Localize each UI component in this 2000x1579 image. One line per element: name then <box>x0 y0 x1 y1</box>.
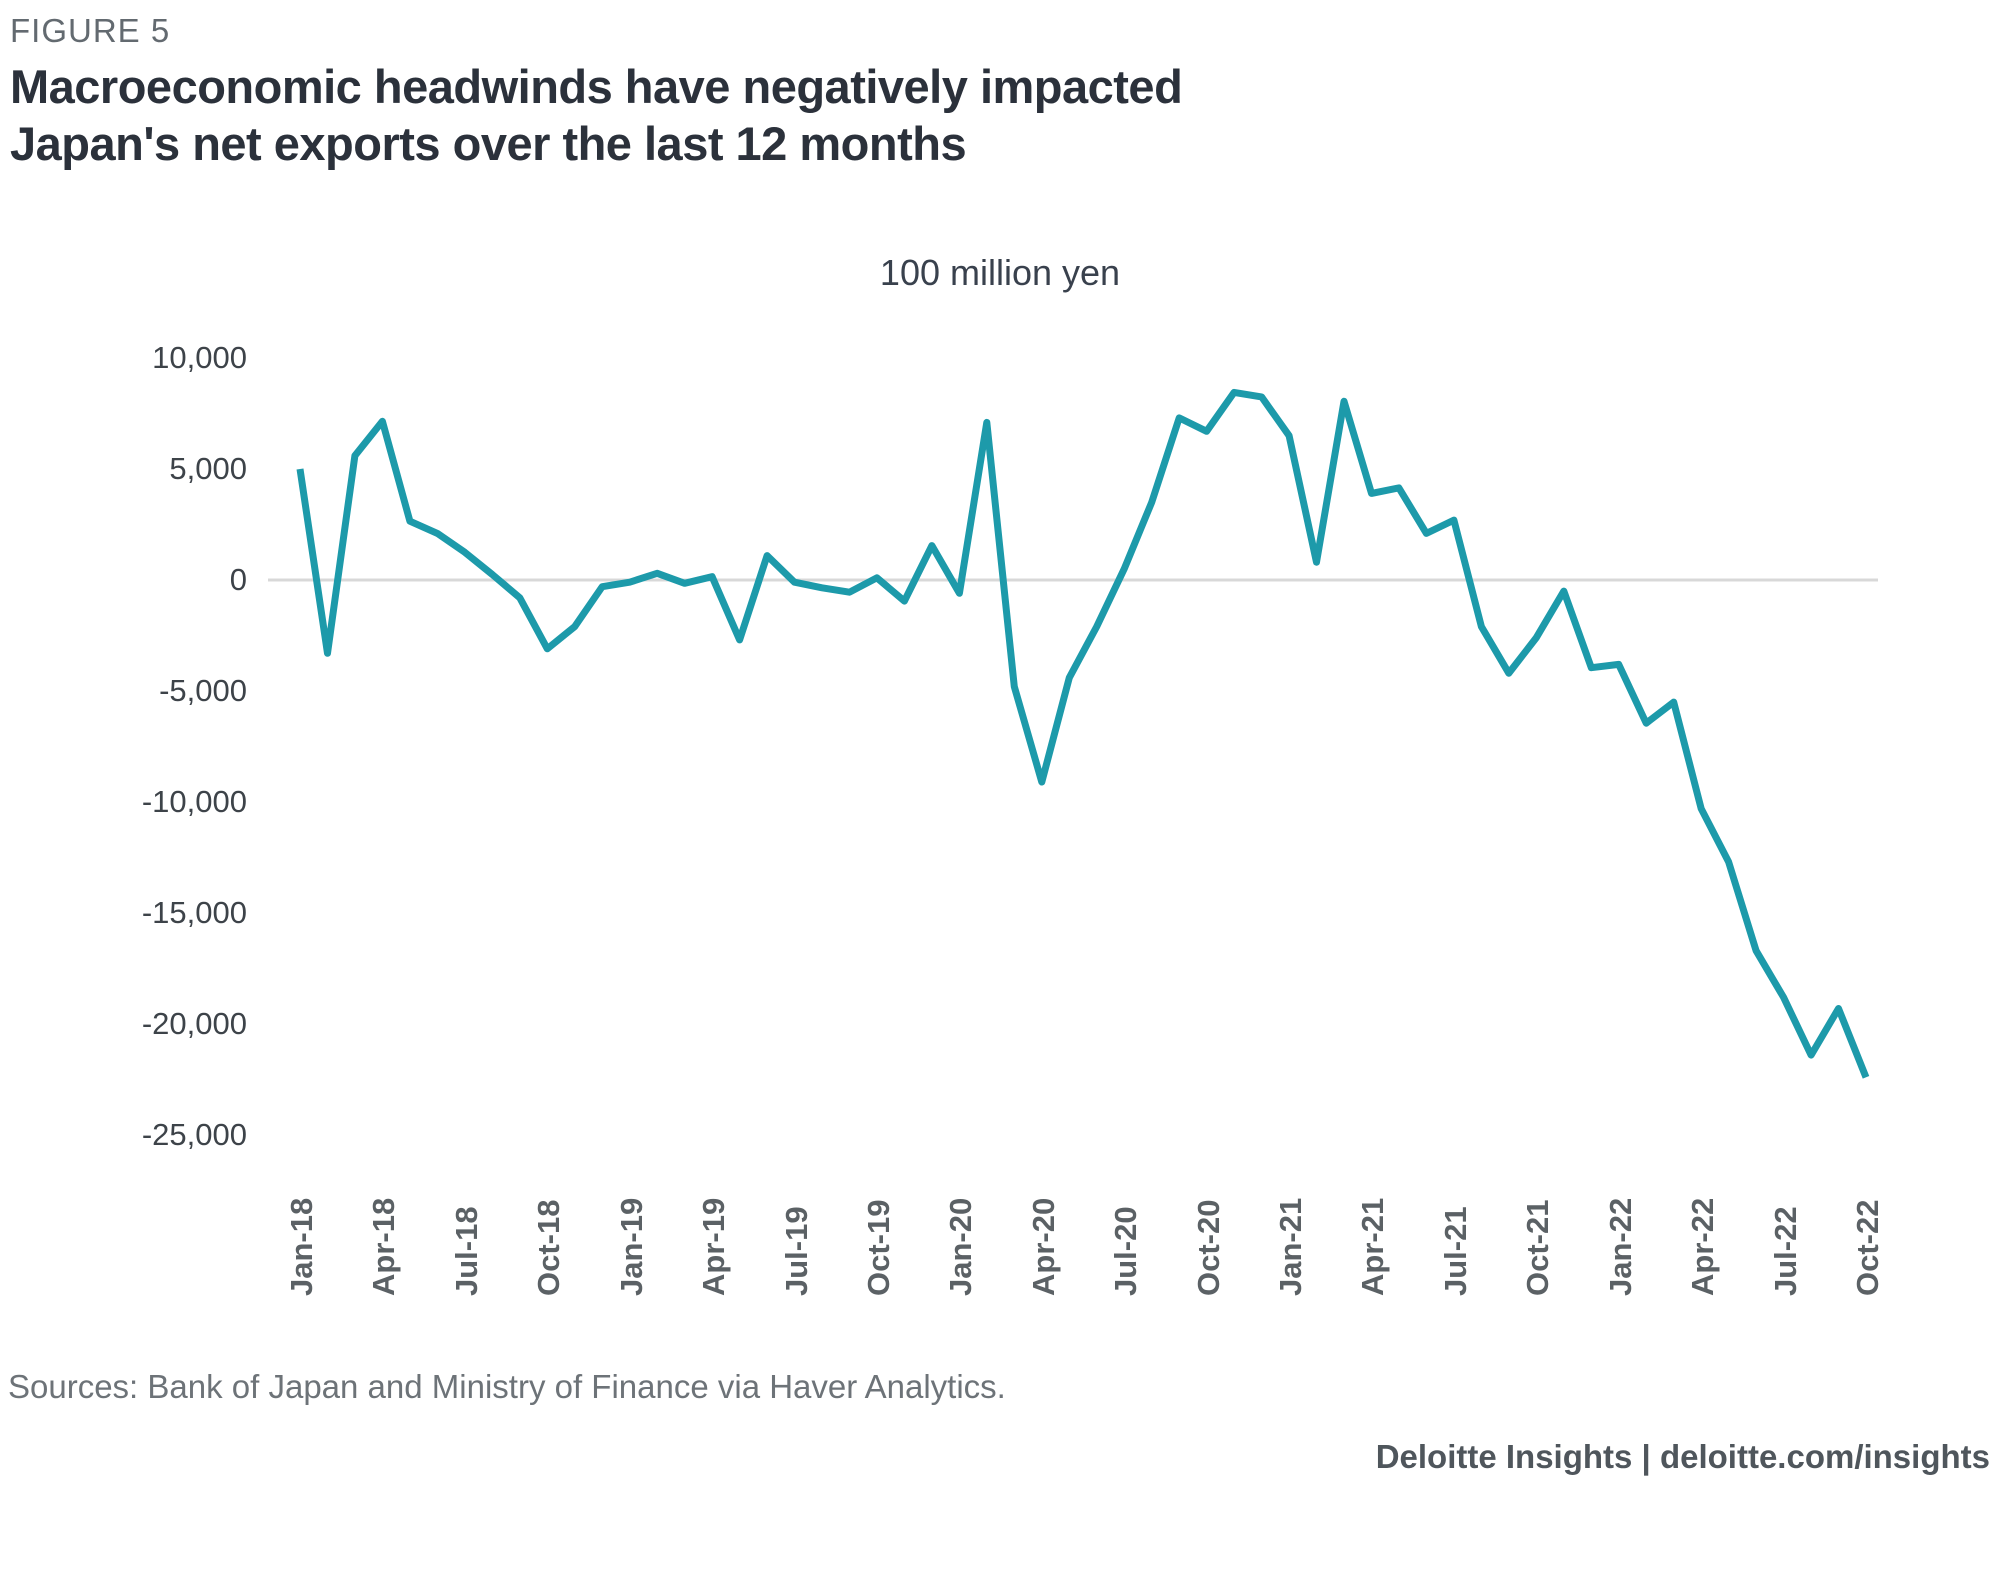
figure-number-label: FIGURE 5 <box>10 12 171 49</box>
chart-units-subtitle: 100 million yen <box>879 252 1121 293</box>
x-tick-label: Oct-20 <box>1190 1199 1226 1296</box>
y-tick-label: 10,000 <box>152 340 247 375</box>
y-tick-label: -20,000 <box>141 1006 247 1041</box>
x-tick-label: Jan-19 <box>613 1197 649 1296</box>
sources-note: Sources: Bank of Japan and Ministry of F… <box>8 1368 1006 1405</box>
x-tick-label: Jul-20 <box>1108 1206 1144 1296</box>
y-tick-label: -25,000 <box>141 1117 247 1152</box>
x-tick-label: Apr-22 <box>1685 1197 1721 1296</box>
x-tick-label: Oct-19 <box>860 1199 896 1296</box>
chart-title: Macroeconomic headwinds have negatively … <box>10 60 1183 170</box>
x-tick-label: Apr-18 <box>366 1197 402 1296</box>
deloitte-insights-footer: Deloitte Insights | deloitte.com/insight… <box>1375 1438 1990 1475</box>
x-tick-label: Oct-21 <box>1520 1199 1556 1296</box>
y-tick-label: -5,000 <box>159 673 247 708</box>
x-tick-label: Apr-20 <box>1025 1197 1061 1296</box>
series-line <box>296 388 1870 1079</box>
x-tick-label: Jan-21 <box>1273 1197 1309 1296</box>
x-tick-label: Oct-18 <box>531 1199 567 1296</box>
y-tick-label: 5,000 <box>169 451 247 486</box>
x-tick-label: Jul-19 <box>778 1206 814 1296</box>
y-tick-label: -10,000 <box>141 784 247 819</box>
x-tick-label: Apr-21 <box>1355 1197 1391 1296</box>
x-tick-label: Jul-22 <box>1767 1206 1803 1296</box>
x-tick-label: Jan-18 <box>284 1197 319 1296</box>
x-tick-label: Jan-22 <box>1602 1197 1638 1296</box>
x-tick-label: Oct-22 <box>1850 1199 1885 1296</box>
y-tick-label: 0 <box>229 562 247 597</box>
x-tick-label: Apr-19 <box>696 1197 732 1296</box>
x-tick-label: Jan-20 <box>943 1197 979 1296</box>
x-tick-label: Jul-21 <box>1437 1206 1473 1296</box>
y-tick-label: -15,000 <box>141 895 247 930</box>
x-tick-label: Jul-18 <box>448 1206 484 1296</box>
